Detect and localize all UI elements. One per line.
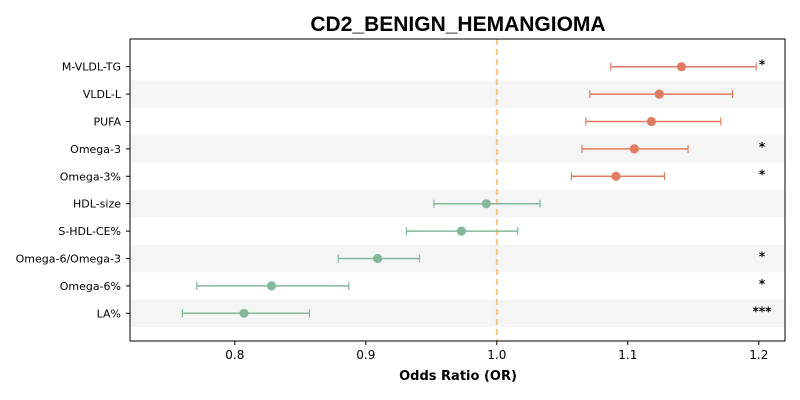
x-tick-label: 1.0	[487, 348, 506, 362]
row-label: Omega-6%	[60, 280, 121, 293]
x-tick-label: 1.2	[749, 348, 768, 362]
or-point	[456, 226, 467, 236]
x-axis-label: Odds Ratio (OR)	[399, 369, 517, 384]
or-point	[266, 281, 277, 291]
or-point	[481, 199, 491, 209]
or-point	[654, 89, 664, 99]
significance-marker: *	[759, 140, 766, 154]
row-label: HDL-size	[73, 198, 121, 211]
row-label: VLDL-L	[83, 88, 122, 101]
significance-marker: *	[759, 250, 766, 264]
y-axis-labels: M-VLDL-TG VLDL-L PUFA Omega-3 Omega-3% HDL-si…	[16, 61, 130, 320]
row-label: Omega-6/Omega-3	[16, 253, 121, 266]
x-tick-label: 0.9	[356, 348, 375, 362]
or-point	[629, 144, 639, 154]
significance-marker: *	[759, 58, 766, 72]
x-tick-label: 1.1	[618, 348, 637, 362]
or-point	[372, 253, 383, 264]
row-label: Omega-3	[70, 143, 121, 156]
x-tick-label: 0.8	[225, 348, 244, 362]
row-label: S-HDL-CE%	[58, 225, 121, 238]
significance-marker: ***	[753, 304, 773, 318]
or-point	[646, 116, 656, 127]
row-label: PUFA	[93, 116, 121, 129]
or-point	[239, 308, 249, 318]
row-label: LA%	[97, 307, 121, 320]
significance-markers: ********	[753, 58, 773, 319]
row-band	[130, 244, 785, 273]
odds-ratio-points	[239, 62, 687, 318]
plot-frame	[129, 38, 786, 342]
chart-title: CD2_BENIGN_HEMANGIOMA	[310, 13, 605, 36]
significance-marker: *	[759, 277, 766, 291]
or-point	[676, 62, 687, 72]
significance-marker: *	[759, 167, 766, 181]
x-axis-ticks: 0.8 0.9 1.0 1.1 1.2	[225, 341, 768, 362]
row-label: M-VLDL-TG	[62, 61, 121, 74]
or-point	[611, 171, 621, 181]
row-label: Omega-3%	[60, 170, 121, 183]
